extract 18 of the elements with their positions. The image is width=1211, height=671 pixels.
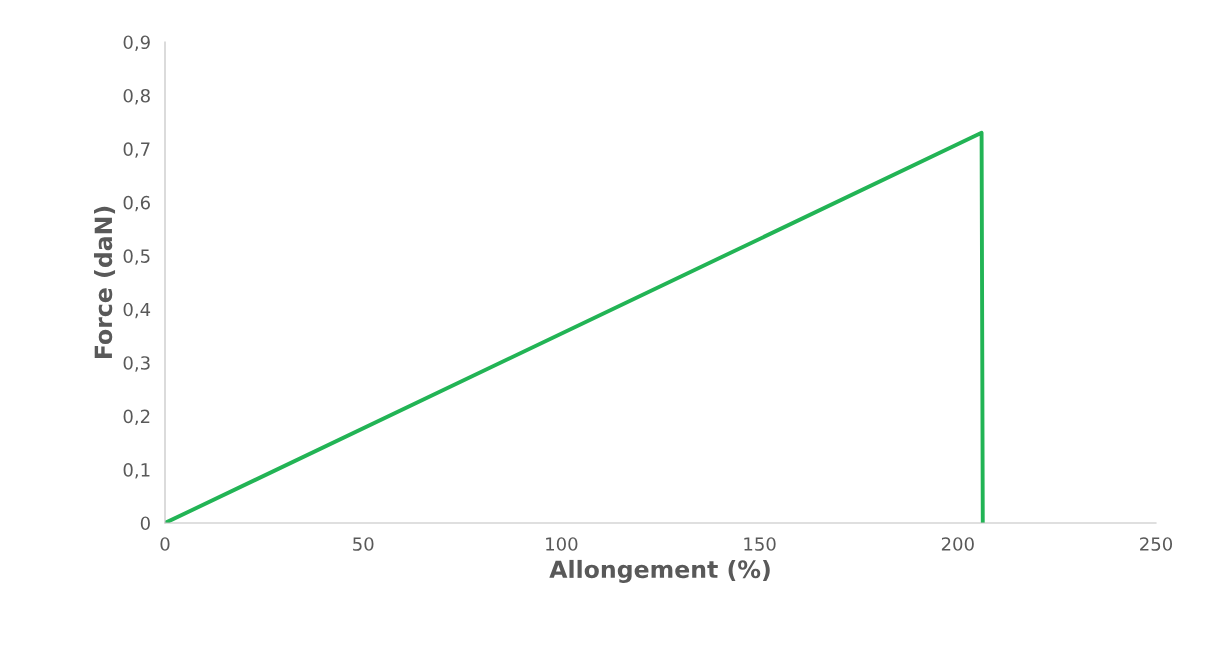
y-tick-label: 0,3 <box>123 356 150 372</box>
x-tick-label: 50 <box>353 537 374 551</box>
x-tick-label: 150 <box>744 537 776 551</box>
x-tick-label: 100 <box>546 537 578 551</box>
y-axis-title: Force (daN) <box>93 206 116 359</box>
y-tick-label: 0,2 <box>123 409 150 426</box>
y-tick-label: 0,9 <box>123 35 150 51</box>
x-tick-label: 250 <box>1140 537 1173 551</box>
y-tick-label: 0 <box>140 516 150 531</box>
x-axis-title: Allongement (%) <box>549 559 770 583</box>
x-tick-label: 0 <box>160 537 170 551</box>
y-tick-label: 0,6 <box>123 195 150 212</box>
y-tick-label: 0,5 <box>123 249 150 265</box>
x-tick-label: 200 <box>941 537 974 551</box>
y-tick-label: 0,7 <box>123 142 150 158</box>
y-tick-label: 0,8 <box>123 88 150 105</box>
y-tick-label: 0,1 <box>123 463 150 479</box>
y-tick-label: 0,4 <box>123 302 151 319</box>
